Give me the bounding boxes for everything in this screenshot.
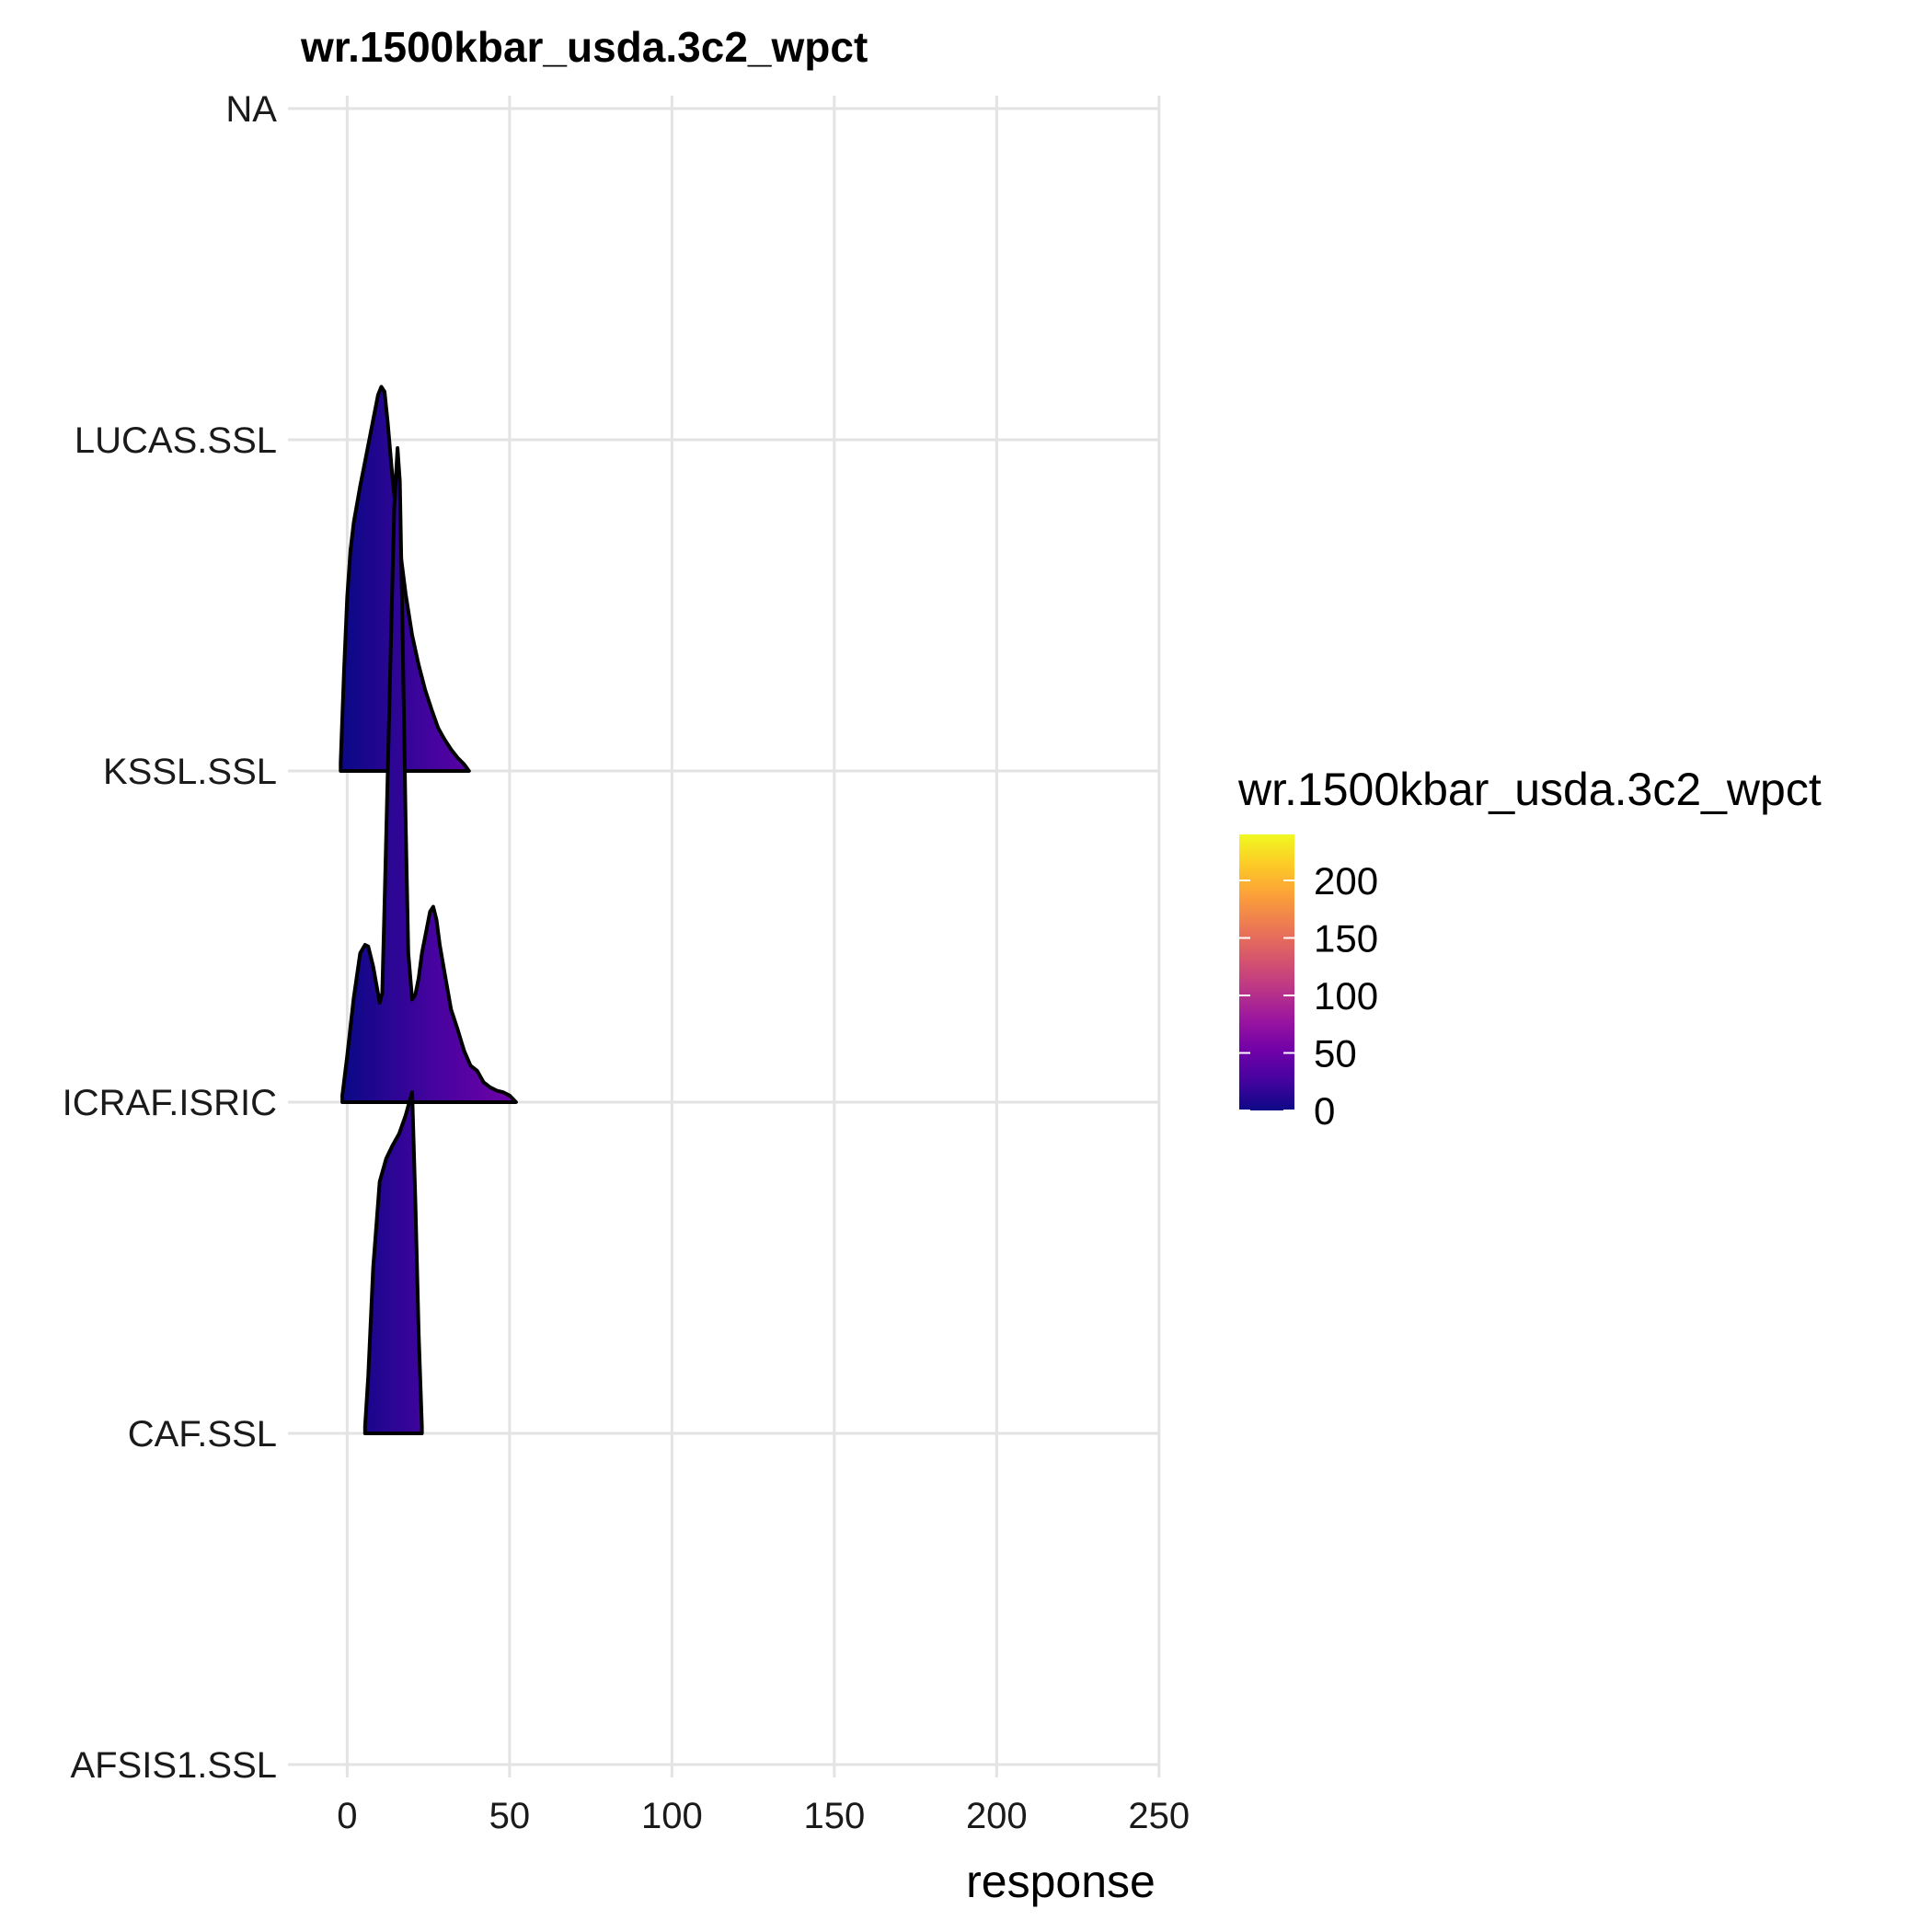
legend-tick-label-100: 100	[1314, 974, 1378, 1018]
legend-colorbar	[1239, 834, 1294, 1110]
ridge-caf-ssl	[362, 1090, 424, 1435]
x-tick-label-100: 100	[641, 1796, 703, 1836]
x-tick-label-250: 250	[1128, 1796, 1190, 1836]
y-tick-label-lucas-ssl: LUCAS.SSL	[75, 420, 277, 461]
x-tick-label-0: 0	[337, 1796, 357, 1836]
ridge-icraf-isric	[340, 446, 518, 1104]
x-axis-ticks: 0 50 100 150 200 250	[337, 1796, 1190, 1836]
y-tick-label-na: NA	[225, 89, 277, 130]
legend-tick-label-50: 50	[1314, 1032, 1357, 1075]
x-tick-label-50: 50	[489, 1796, 531, 1836]
x-axis-title: response	[966, 1856, 1156, 1907]
y-tick-label-kssl-ssl: KSSL.SSL	[103, 752, 277, 792]
legend-ticks: 0 50 100 150 200	[1239, 859, 1378, 1133]
legend: wr.1500kbar_usda.3c2_wpct 0 50 100 150 200	[1237, 764, 1822, 1133]
ridge-kssl-ssl	[339, 385, 471, 773]
chart-title: wr.1500kbar_usda.3c2_wpct	[300, 23, 868, 71]
x-tick-label-150: 150	[803, 1796, 865, 1836]
legend-tick-label-150: 150	[1314, 917, 1378, 960]
grid	[288, 96, 1161, 1777]
x-tick-label-200: 200	[966, 1796, 1028, 1836]
legend-tick-label-200: 200	[1314, 859, 1378, 903]
y-tick-label-afsis1-ssl: AFSIS1.SSL	[70, 1745, 277, 1786]
y-axis-ticks: AFSIS1.SSL CAF.SSL ICRAF.ISRIC KSSL.SSL LUCA…	[63, 89, 278, 1786]
ridges	[339, 385, 518, 1435]
y-tick-label-caf-ssl: CAF.SSL	[128, 1414, 277, 1455]
legend-title: wr.1500kbar_usda.3c2_wpct	[1237, 764, 1822, 815]
legend-tick-label-0: 0	[1314, 1089, 1335, 1133]
y-tick-label-icraf-isric: ICRAF.ISRIC	[63, 1083, 277, 1123]
